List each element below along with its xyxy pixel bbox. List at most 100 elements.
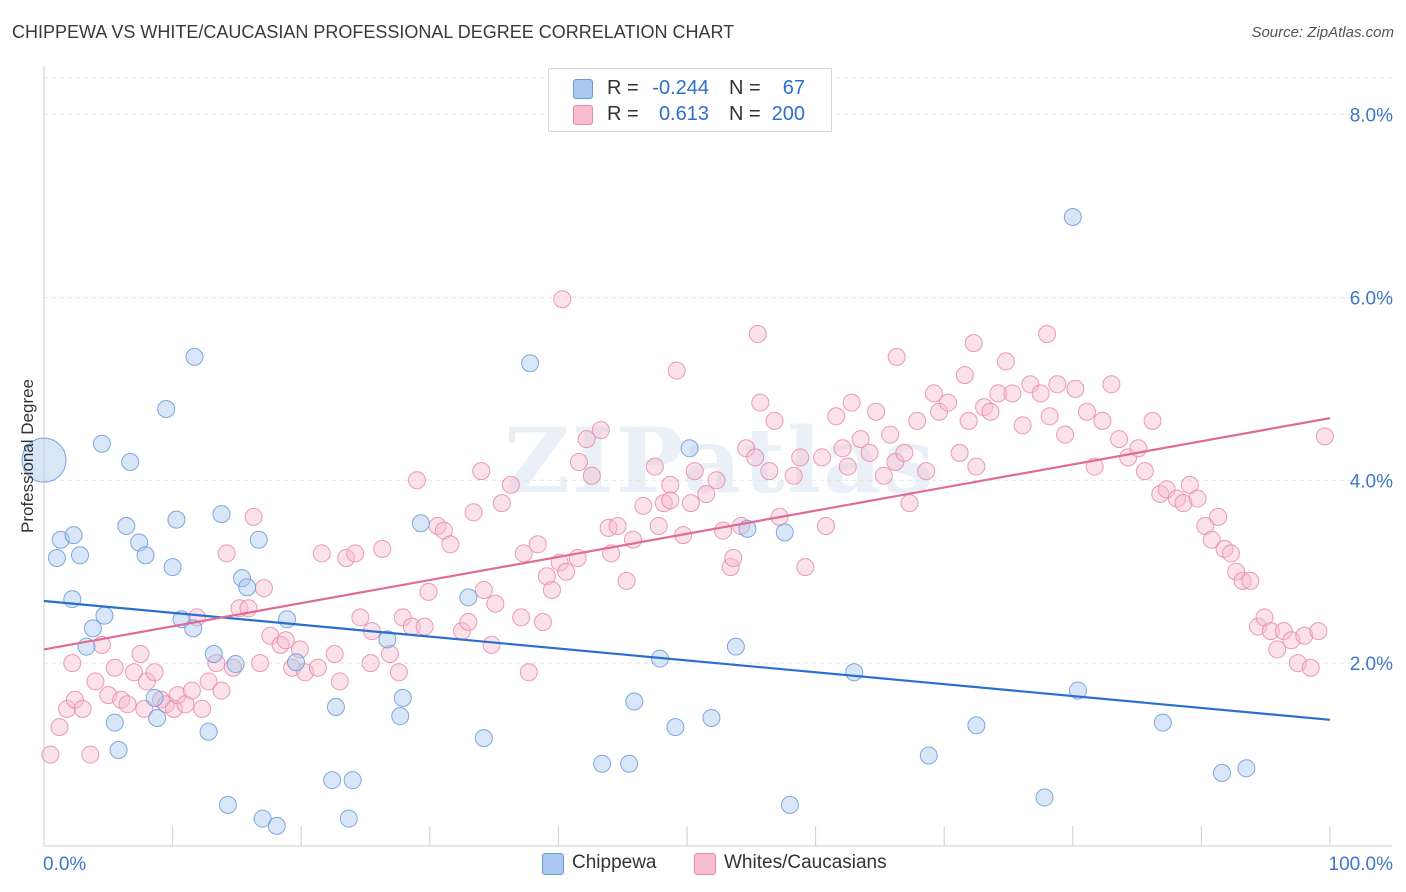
data-point: [157, 399, 176, 418]
data-point: [908, 411, 927, 430]
whites-swatch: [573, 105, 593, 125]
data-point: [287, 653, 306, 672]
data-point: [620, 754, 639, 773]
data-point: [685, 462, 704, 481]
data-point: [939, 393, 958, 412]
data-point: [964, 334, 983, 353]
data-point: [391, 707, 410, 726]
data-point: [378, 630, 397, 649]
data-point: [204, 645, 223, 663]
data-point: [813, 448, 832, 467]
data-point: [1021, 375, 1040, 394]
data-point: [474, 729, 493, 748]
data-point: [917, 462, 936, 481]
data-point: [981, 402, 1000, 421]
chart-title: CHIPPEWA VS WHITE/CAUCASIAN PROFESSIONAL…: [12, 22, 735, 42]
data-point: [1261, 622, 1280, 641]
data-point: [1237, 759, 1256, 778]
trend-lines: [43, 417, 1331, 721]
r-label: R =: [607, 103, 639, 125]
series-whites-caucasians: [41, 290, 1334, 764]
data-point: [874, 466, 893, 485]
data-point: [131, 645, 150, 663]
data-point: [326, 698, 345, 717]
chippewa-swatch: [542, 853, 564, 875]
n-label: N =: [729, 103, 761, 125]
data-point: [1180, 475, 1199, 494]
x-tick-label: 100.0%: [1329, 854, 1394, 875]
data-point: [617, 571, 636, 590]
y-axis-label: Professional Degree: [18, 379, 37, 533]
data-point: [930, 402, 949, 421]
data-point: [112, 690, 131, 709]
data-point: [514, 544, 533, 563]
data-point: [419, 582, 438, 601]
data-point: [537, 567, 556, 586]
data-point: [83, 619, 102, 638]
data-point: [746, 448, 765, 467]
data-point: [557, 562, 576, 581]
legend-label: Whites/Caucasians: [724, 852, 887, 873]
data-point: [582, 466, 601, 485]
data-point: [919, 746, 938, 765]
data-point: [1167, 489, 1186, 508]
data-point: [346, 544, 365, 563]
data-point: [1068, 681, 1087, 700]
data-point: [81, 745, 100, 764]
data-point: [1227, 562, 1246, 581]
data-point: [1241, 571, 1260, 590]
r-value: 0.613: [658, 103, 709, 125]
data-point: [634, 496, 653, 515]
data-point: [1221, 544, 1240, 563]
y-tick-label: 6.0%: [1350, 288, 1393, 309]
data-point: [1202, 530, 1221, 549]
data-point: [1309, 622, 1328, 641]
data-point: [118, 695, 137, 714]
data-point: [707, 471, 726, 490]
data-point: [41, 745, 60, 764]
data-point: [233, 569, 252, 588]
data-point: [796, 558, 815, 577]
data-point: [924, 384, 943, 403]
data-point: [249, 530, 268, 549]
tick-labels: 2.0% 4.0% 6.0% 8.0% 0.0% 100.0%: [43, 106, 1393, 875]
data-point: [886, 453, 905, 471]
n-label: N =: [729, 77, 761, 99]
data-point: [459, 588, 478, 607]
data-point: [816, 517, 835, 535]
data-point: [867, 402, 886, 421]
data-point: [212, 681, 231, 700]
data-point: [276, 631, 295, 650]
data-point: [167, 510, 186, 529]
axes: [43, 66, 1392, 847]
data-point: [512, 608, 531, 627]
data-point: [697, 485, 716, 503]
data-point: [1143, 411, 1162, 430]
data-point: [492, 494, 511, 513]
data-point: [1102, 375, 1121, 394]
data-point: [145, 663, 164, 682]
data-point: [278, 610, 297, 629]
data-point: [373, 539, 392, 558]
data-point: [21, 437, 67, 483]
data-point: [553, 290, 572, 309]
data-point: [569, 453, 588, 471]
source-credit: Source: ZipAtlas.com: [1251, 24, 1394, 41]
data-point: [845, 663, 864, 682]
data-point: [217, 544, 236, 563]
data-point: [838, 457, 857, 476]
data-point: [1233, 571, 1252, 590]
data-point: [765, 411, 784, 430]
data-point: [1031, 384, 1050, 403]
x-tick-label: 0.0%: [43, 854, 86, 875]
data-point: [1212, 763, 1231, 782]
data-point: [860, 443, 879, 462]
data-point: [109, 741, 128, 759]
data-point: [337, 549, 356, 567]
data-point: [1157, 480, 1176, 499]
data-point: [92, 434, 111, 453]
data-point: [50, 718, 69, 737]
data-point: [666, 718, 685, 737]
data-point: [521, 354, 540, 373]
data-point: [253, 809, 272, 828]
